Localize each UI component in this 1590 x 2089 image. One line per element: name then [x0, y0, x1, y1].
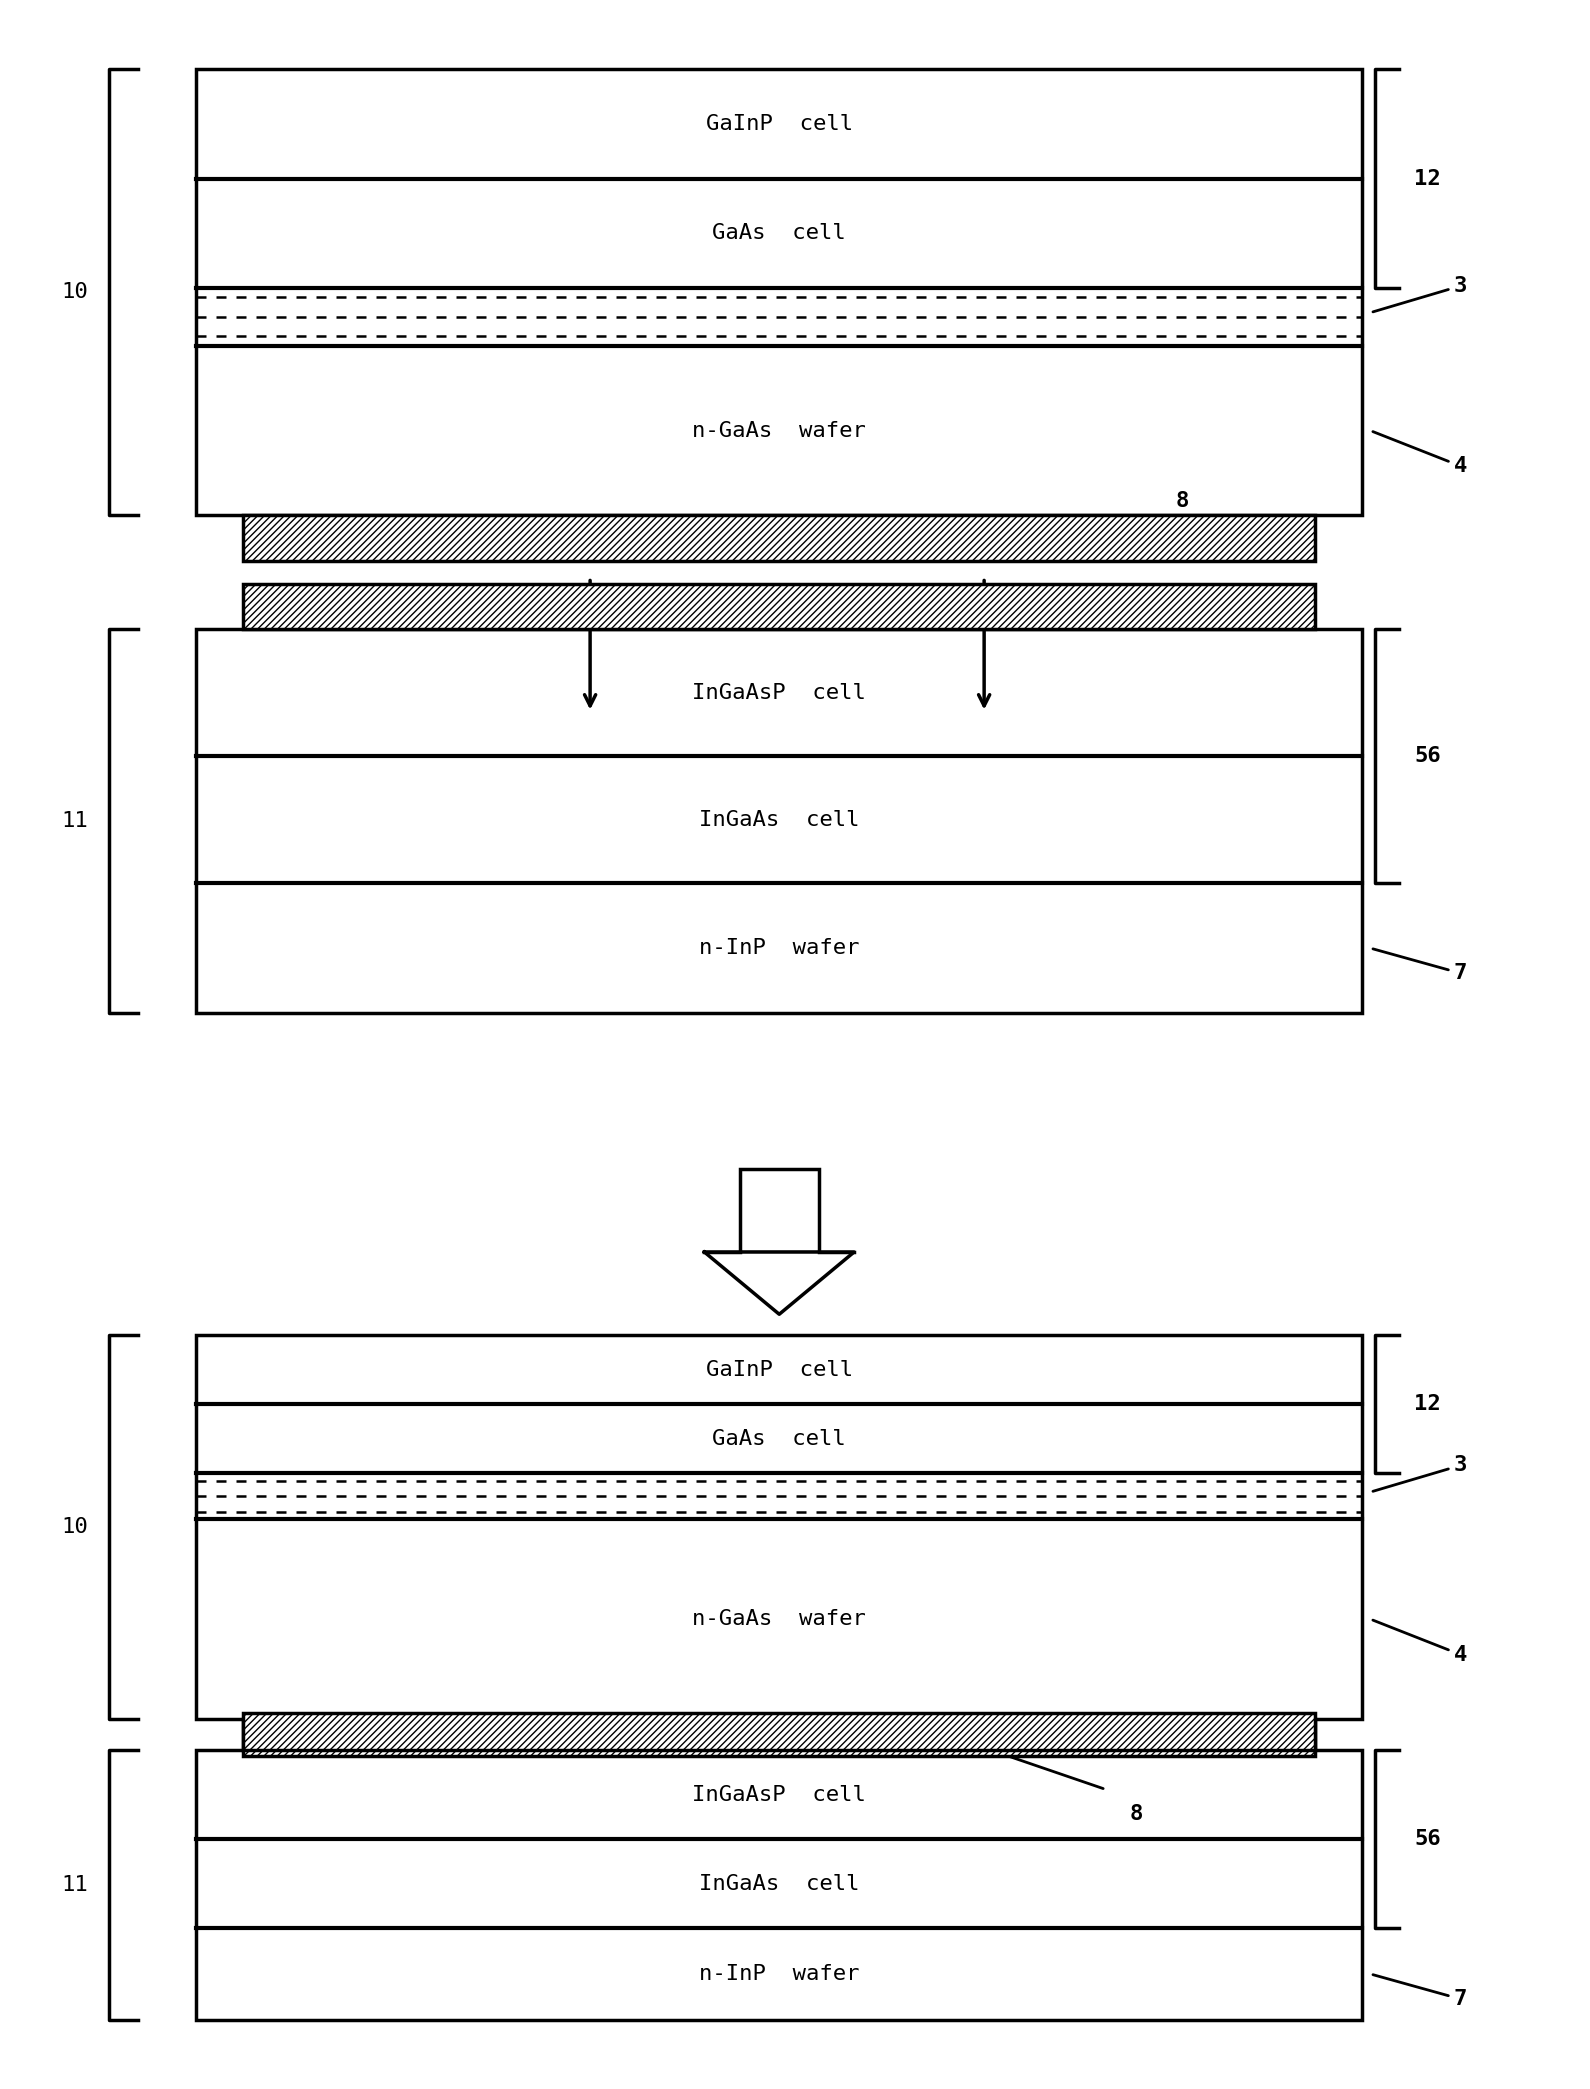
Text: 56: 56 — [1415, 746, 1441, 767]
Text: 8: 8 — [1129, 1805, 1143, 1824]
Bar — [243, 516, 1315, 562]
Text: 3: 3 — [1372, 1456, 1468, 1492]
Text: n-InP  wafer: n-InP wafer — [700, 938, 860, 959]
Text: 4: 4 — [1372, 432, 1468, 476]
Text: InGaAsP  cell: InGaAsP cell — [692, 683, 867, 702]
Bar — [196, 1751, 1363, 2020]
Text: 10: 10 — [62, 282, 87, 303]
Text: n-GaAs  wafer: n-GaAs wafer — [692, 420, 867, 441]
Bar — [196, 69, 1363, 516]
Bar — [243, 583, 1315, 629]
Text: 11: 11 — [62, 811, 87, 831]
Text: 7: 7 — [1372, 948, 1468, 984]
Bar — [739, 1170, 819, 1251]
Text: GaInP  cell: GaInP cell — [706, 1360, 852, 1379]
Text: 12: 12 — [1415, 1393, 1441, 1414]
Text: n-GaAs  wafer: n-GaAs wafer — [692, 1609, 867, 1629]
Text: InGaAs  cell: InGaAs cell — [700, 811, 860, 829]
Text: InGaAs  cell: InGaAs cell — [700, 1874, 860, 1893]
Text: 56: 56 — [1415, 1830, 1441, 1849]
Text: 11: 11 — [62, 1876, 87, 1895]
Text: 12: 12 — [1415, 169, 1441, 188]
Text: 8: 8 — [1175, 491, 1189, 512]
Bar — [243, 1719, 1315, 1757]
Bar — [196, 1335, 1363, 1719]
Text: 10: 10 — [62, 1517, 87, 1538]
Text: 3: 3 — [1372, 276, 1468, 311]
Text: GaInP  cell: GaInP cell — [706, 115, 852, 134]
Text: GaAs  cell: GaAs cell — [712, 1429, 846, 1448]
Bar — [243, 1713, 1315, 1751]
Text: 7: 7 — [1372, 1974, 1468, 2010]
Text: n-InP  wafer: n-InP wafer — [700, 1964, 860, 1985]
Polygon shape — [704, 1251, 854, 1314]
Text: InGaAsP  cell: InGaAsP cell — [692, 1784, 867, 1805]
Bar — [196, 629, 1363, 1013]
Text: 4: 4 — [1372, 1621, 1468, 1665]
Text: GaAs  cell: GaAs cell — [712, 224, 846, 242]
